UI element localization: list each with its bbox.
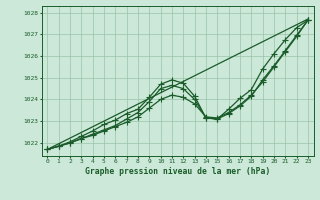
X-axis label: Graphe pression niveau de la mer (hPa): Graphe pression niveau de la mer (hPa)	[85, 167, 270, 176]
